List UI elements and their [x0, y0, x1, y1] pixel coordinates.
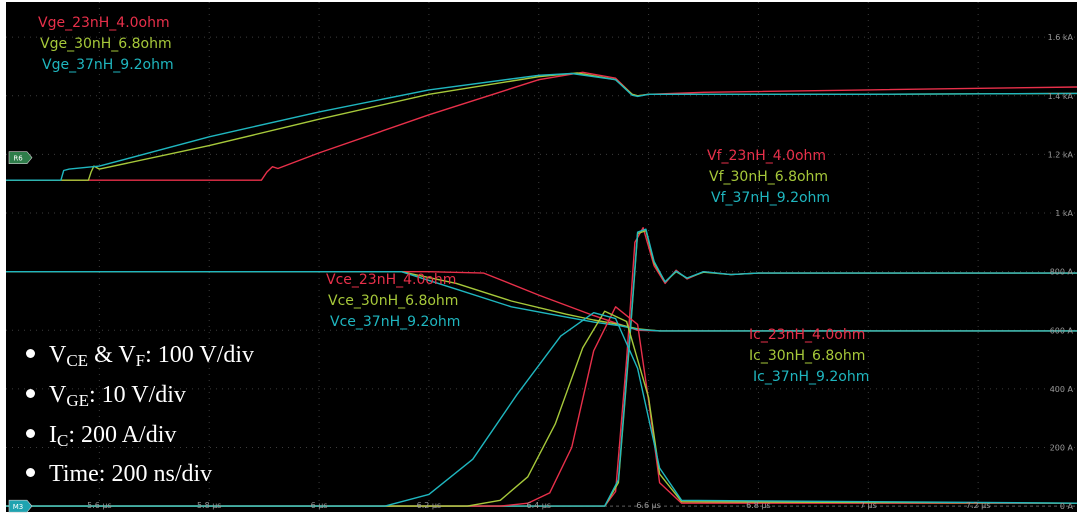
trace-ic-30nh-6-8ohm — [6, 310, 1078, 507]
right-axis-label: 400 A — [1050, 385, 1074, 394]
channel-marker-m3 — [8, 499, 33, 513]
bullet-text: V — [49, 342, 67, 368]
bullet-subscript: F — [135, 351, 146, 370]
bullet-subscript: GE — [66, 391, 90, 410]
bullet-text: : 100 V/div — [145, 342, 255, 368]
bullet-subscript: CE — [66, 351, 89, 370]
x-tick-label: 7.2 µs — [966, 501, 991, 510]
x-tick-label: 7 µs — [860, 501, 877, 510]
right-axis-label: 1.6 kA — [1048, 33, 1074, 42]
legend-vce-entry: Vce_23nH_4.0ohm — [326, 272, 456, 288]
bullet-text: Time: 200 ns/div — [49, 461, 213, 487]
x-tick-label: 6 µs — [311, 501, 328, 510]
plot-background — [6, 2, 1077, 512]
bullet-ic-scale: IC: 200 A/div — [26, 422, 176, 451]
bullet-text: & V — [88, 342, 136, 368]
right-axis-label: 1.2 kA — [1048, 150, 1074, 159]
channel-markers: R6 M3 — [8, 151, 33, 513]
bullet-vge-scale: VGE: 10 V/div — [26, 382, 186, 411]
legends: Vge_23nH_4.0ohm Vge_30nH_6.8ohm Vge_37nH_9… — [38, 15, 869, 385]
channel-marker-label: M3 — [13, 503, 24, 511]
bullet-subscript: C — [57, 431, 69, 450]
x-axis-ticks: 5.6 µs 5.8 µs 6 µs 6.2 µs 6.4 µs 6.6 µs 6.8 µs… — [87, 501, 990, 510]
bullet-text: : 200 A/div — [68, 422, 177, 448]
trace-vge-37nh-9-2ohm — [6, 72, 1078, 181]
bullet-text: I — [49, 422, 57, 448]
bullet-dot — [26, 467, 35, 477]
right-axis-label: 800 A — [1050, 268, 1074, 277]
legend-vge-entry: Vge_23nH_4.0ohm — [38, 15, 170, 31]
grid — [6, 2, 1077, 512]
legend-vf-entry: Vf_37nH_9.2ohm — [711, 190, 830, 206]
right-axis-label: 0 A — [1060, 502, 1074, 511]
channel-marker-label: R6 — [13, 155, 23, 163]
right-axis-label: 1.4 kA — [1048, 92, 1074, 101]
right-axis-label: 200 A — [1050, 444, 1074, 453]
legend-vge-entry: Vge_37nH_9.2ohm — [42, 57, 174, 73]
bullet-text: V — [49, 382, 67, 408]
channel-marker-r6 — [8, 151, 33, 164]
right-axis-label: 600 A — [1050, 326, 1074, 335]
x-tick-label: 5.6 µs — [87, 501, 112, 510]
x-tick-label: 6.6 µs — [636, 501, 661, 510]
trace-ic-23nh-4-0ohm — [6, 306, 1077, 507]
legend-ic-entry: Ic_23nH_4.0ohm — [749, 327, 865, 343]
bullet-dot — [26, 388, 35, 398]
bullet-text: : 10 V/div — [89, 382, 186, 408]
legend-vf-entry: Vf_30nH_6.8ohm — [709, 169, 828, 185]
trace-vf-37nh-9-2ohm — [6, 228, 1077, 507]
legend-vce-entry: Vce_30nH_6.8ohm — [328, 293, 458, 309]
legend-ic-entry: Ic_37nH_9.2ohm — [753, 369, 869, 385]
bullet-vce-vf-scale: VCE & VF: 100 V/div — [26, 342, 254, 371]
right-axis-label: 1 kA — [1055, 209, 1073, 218]
x-tick-label: 6.4 µs — [526, 501, 551, 510]
bullet-dot — [26, 348, 35, 358]
right-axis-ticks: 1.6 kA 1.4 kA 1.2 kA 1 kA 800 A 600 A 400 A 200… — [1048, 33, 1074, 511]
trace-ic-37nh-9-2ohm — [6, 312, 1078, 507]
bullet-dot — [26, 428, 35, 438]
x-tick-label: 6.8 µs — [746, 501, 771, 510]
legend-vf-entry: Vf_23nH_4.0ohm — [707, 148, 826, 164]
bullet-time-scale: Time: 200 ns/div — [26, 461, 212, 488]
legend-vce-entry: Vce_37nH_9.2ohm — [330, 314, 460, 330]
x-tick-label: 6.2 µs — [417, 501, 442, 510]
legend-vge-entry: Vge_30nH_6.8ohm — [40, 36, 172, 52]
trace-vge-23nh-4-0ohm — [6, 71, 1078, 181]
x-tick-label: 5.8 µs — [197, 501, 222, 510]
legend-ic-entry: Ic_30nH_6.8ohm — [749, 348, 865, 364]
traces — [6, 71, 1078, 507]
